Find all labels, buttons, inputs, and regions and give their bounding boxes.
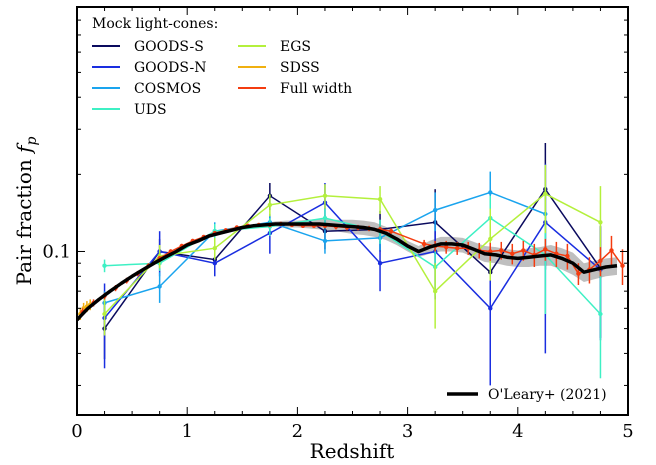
legend-label-goods-s: GOODS-S [134, 39, 204, 55]
data-point [421, 241, 427, 247]
legend-label-goods-n: GOODS-N [134, 60, 206, 76]
data-point [488, 306, 493, 311]
legend-label-full-width: Full width [280, 81, 352, 97]
x-axis-label: Redshift [310, 439, 395, 463]
x-tick-label: 0 [71, 421, 82, 442]
data-point [565, 253, 570, 259]
data-point [322, 238, 328, 244]
data-point [433, 289, 438, 294]
reference-line [77, 222, 618, 322]
data-point [102, 263, 107, 268]
series-line [104, 217, 601, 315]
legend-label-reference: O'Leary+ (2021) [488, 387, 607, 403]
data-point [322, 193, 328, 198]
reference-legend: O'Leary+ (2021) [447, 387, 607, 403]
data-point [598, 311, 603, 317]
data-point [102, 311, 107, 317]
data-point [609, 248, 614, 253]
axis-ticks: 0 1 2 3 4 5 0.1 [42, 7, 634, 442]
x-tick-label: 1 [181, 421, 192, 442]
data-point [212, 261, 217, 266]
legend-label-cosmos: COSMOS [134, 81, 201, 97]
data-point [377, 197, 383, 202]
data-point [543, 191, 548, 196]
series-line [103, 192, 601, 315]
data-point [157, 284, 162, 289]
data-point [388, 229, 394, 234]
data-point [598, 220, 603, 225]
data-point [598, 258, 603, 263]
data-point [455, 246, 460, 251]
y-axis-label: Pair fraction fp [12, 136, 40, 285]
x-tick-label: 3 [402, 421, 413, 442]
x-tick-label: 5 [622, 421, 633, 442]
x-tick-label: 4 [512, 421, 523, 442]
data-point [620, 263, 625, 268]
data-point [488, 236, 493, 242]
data-point [488, 190, 493, 195]
legend-label-uds: UDS [134, 102, 167, 118]
data-point [521, 248, 526, 253]
series-line [103, 201, 601, 319]
data-point [543, 247, 548, 252]
y-axis-label-prefix: Pair fraction [12, 153, 36, 286]
legend-label-sdss: SDSS [280, 60, 320, 76]
data-point [377, 261, 383, 266]
y-tick-label: 0.1 [42, 241, 71, 262]
data-point [576, 271, 581, 276]
data-point [510, 251, 515, 256]
legend-title: Mock light-cones: [92, 16, 218, 32]
data-point [433, 207, 438, 213]
data-point [444, 244, 449, 250]
series-line [103, 187, 602, 330]
x-tick-label: 2 [292, 421, 303, 442]
y-axis-label-subscript: p [24, 136, 40, 145]
series-legend: Mock light-cones: GOODS-S GOODS-N COSMOS UD… [92, 16, 352, 118]
data-point [267, 202, 273, 208]
data-point [212, 246, 217, 251]
series-egs [102, 164, 603, 336]
data-point [322, 215, 328, 221]
reference-line-layer [77, 222, 618, 322]
data-point [499, 248, 504, 253]
legend-label-egs: EGS [280, 39, 311, 55]
